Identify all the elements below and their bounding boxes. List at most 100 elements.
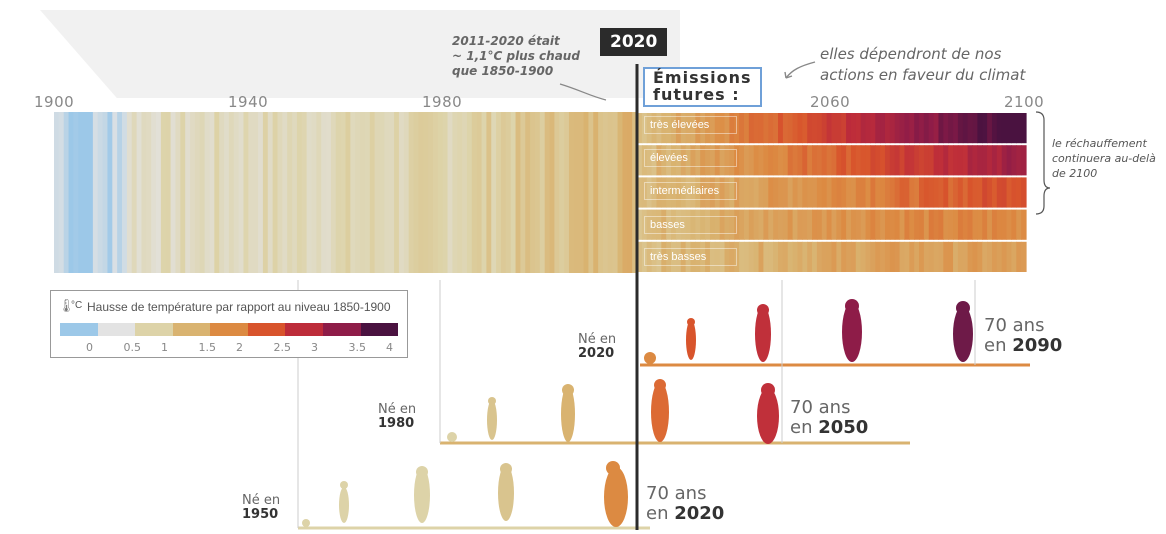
scenario-year-stripe bbox=[705, 177, 711, 208]
scenario-year-stripe bbox=[962, 241, 969, 272]
observed-year-stripe bbox=[505, 112, 512, 273]
scenario-year-stripe bbox=[675, 145, 682, 176]
color-legend: 🌡 °C Hausse de température par rapport a… bbox=[50, 290, 408, 358]
scenario-year-stripe bbox=[991, 241, 998, 272]
scenario-year-stripe bbox=[739, 177, 745, 208]
scenario-year-stripe bbox=[987, 241, 993, 272]
scenario-year-stripe bbox=[996, 241, 1003, 272]
legend-tick-label: 3.5 bbox=[348, 341, 367, 354]
scenario-year-stripe bbox=[1016, 209, 1022, 240]
scenario-year-stripe bbox=[743, 145, 750, 176]
scenario-year-stripe bbox=[739, 145, 745, 176]
scenario-year-stripe bbox=[894, 241, 901, 272]
scenario-year-stripe bbox=[680, 145, 687, 176]
label-age-2020: 70 ans en 2020 bbox=[646, 483, 725, 524]
observed-year-stripe bbox=[58, 112, 65, 273]
observed-year-stripe bbox=[83, 112, 89, 273]
right-brace bbox=[1035, 111, 1051, 215]
scenario-year-stripe bbox=[943, 209, 949, 240]
scenario-year-stripe bbox=[996, 145, 1003, 176]
scenario-year-stripe bbox=[850, 145, 857, 176]
observed-year-stripe bbox=[316, 112, 322, 273]
observed-year-stripe bbox=[593, 112, 599, 273]
scenario-year-stripe bbox=[802, 145, 808, 176]
scenario-year-stripe bbox=[957, 177, 964, 208]
silhouettes-1950 bbox=[302, 461, 628, 527]
scenario-year-stripe bbox=[923, 177, 930, 208]
scenario-year-stripe bbox=[1011, 113, 1017, 144]
scenario-year-stripe bbox=[880, 177, 886, 208]
scenario-year-stripe bbox=[763, 145, 769, 176]
scenario-year-stripe bbox=[831, 145, 837, 176]
scenario-year-stripe bbox=[996, 209, 1003, 240]
scenario-year-stripe bbox=[928, 145, 935, 176]
scenario-year-stripe bbox=[705, 113, 711, 144]
scenario-year-stripe bbox=[991, 145, 998, 176]
observed-year-stripe bbox=[306, 112, 313, 273]
scenario-year-stripe bbox=[778, 177, 784, 208]
scenario-year-stripe bbox=[894, 209, 901, 240]
observed-year-stripe bbox=[92, 112, 99, 273]
scenario-year-stripe bbox=[1001, 209, 1008, 240]
scenario-year-stripe bbox=[860, 241, 867, 272]
scenario-year-stripe bbox=[831, 113, 837, 144]
scenario-year-stripe bbox=[748, 241, 755, 272]
scenario-year-stripe bbox=[957, 145, 964, 176]
observed-year-stripe bbox=[632, 112, 638, 273]
observed-year-stripe bbox=[209, 112, 215, 273]
scenario-year-stripe bbox=[870, 209, 876, 240]
arrow-note-2011 bbox=[559, 83, 607, 101]
observed-year-stripe bbox=[607, 112, 614, 273]
scenario-year-stripe bbox=[846, 145, 852, 176]
arrow-depend bbox=[785, 61, 816, 79]
scenario-year-stripe bbox=[651, 145, 658, 176]
scenario-year-stripe bbox=[807, 145, 813, 176]
scenario-year-stripe bbox=[889, 209, 896, 240]
label-born-1980: Né en 1980 bbox=[378, 402, 417, 431]
scenario-year-stripe bbox=[880, 209, 886, 240]
scenario-year-stripe bbox=[671, 241, 677, 272]
scenario-year-stripe bbox=[816, 209, 823, 240]
scenario-year-stripe bbox=[841, 145, 847, 176]
scenario-year-stripe bbox=[729, 209, 735, 240]
scenario-year-stripe bbox=[807, 241, 813, 272]
legend-swatch bbox=[60, 323, 98, 336]
scenario-year-stripe bbox=[646, 241, 653, 272]
scenario-year-stripe bbox=[884, 241, 891, 272]
scenario-year-stripe bbox=[651, 177, 658, 208]
scenario-year-stripe bbox=[846, 209, 852, 240]
scenario-year-stripe bbox=[899, 145, 906, 176]
legend-tick-label: 2 bbox=[236, 341, 243, 354]
scenario-year-stripe bbox=[894, 145, 901, 176]
observed-year-stripe bbox=[394, 112, 400, 273]
scenario-year-stripe bbox=[748, 113, 755, 144]
observed-year-stripe bbox=[486, 112, 492, 273]
observed-year-stripe bbox=[301, 112, 308, 273]
scenario-year-stripe bbox=[651, 241, 658, 272]
observed-year-stripe bbox=[476, 112, 483, 273]
scenario-label-elevees: élevées bbox=[644, 149, 737, 167]
scenario-year-stripe bbox=[666, 113, 672, 144]
scenario-year-stripe bbox=[690, 177, 696, 208]
scenario-year-stripe bbox=[855, 113, 862, 144]
observed-year-stripe bbox=[272, 112, 279, 273]
scenario-year-stripe bbox=[797, 177, 803, 208]
scenario-year-stripe bbox=[972, 209, 978, 240]
scenario-year-stripe bbox=[914, 145, 920, 176]
scenario-year-stripe bbox=[899, 209, 906, 240]
scenario-year-stripe bbox=[787, 113, 794, 144]
legend-swatch bbox=[360, 323, 399, 336]
scenario-year-stripe bbox=[807, 209, 813, 240]
scenario-year-stripe bbox=[948, 113, 954, 144]
scenario-year-stripe bbox=[724, 113, 730, 144]
observed-year-stripe bbox=[330, 112, 337, 273]
scenario-year-stripe bbox=[700, 113, 706, 144]
scenario-year-stripe bbox=[812, 145, 818, 176]
legend-swatch bbox=[210, 323, 248, 336]
scenario-year-stripe bbox=[661, 145, 667, 176]
scenario-year-stripe bbox=[870, 241, 876, 272]
scenario-year-stripe bbox=[982, 113, 988, 144]
scenario-year-stripe bbox=[846, 113, 852, 144]
scenario-year-stripe bbox=[987, 209, 993, 240]
scenario-year-stripe bbox=[855, 209, 862, 240]
